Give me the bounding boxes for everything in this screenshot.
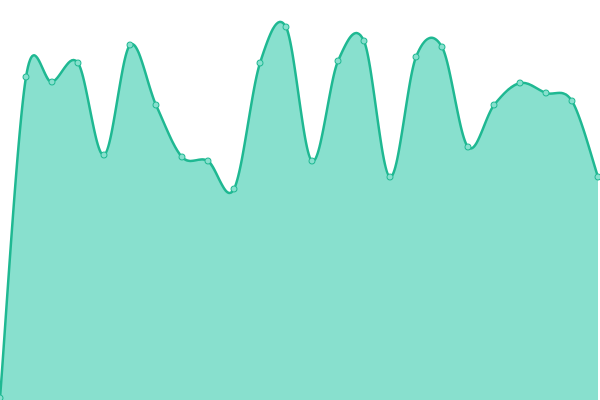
point [334, 57, 342, 65]
point [204, 157, 212, 165]
point [126, 41, 134, 49]
point [490, 101, 498, 109]
point [178, 153, 186, 161]
point [256, 59, 264, 67]
point [516, 79, 524, 87]
point [568, 97, 576, 105]
area [0, 21, 598, 400]
point [464, 143, 472, 151]
point [594, 173, 600, 181]
point [74, 59, 82, 67]
point [22, 73, 30, 81]
point [0, 394, 4, 400]
point [542, 89, 550, 97]
point [230, 185, 238, 193]
point [360, 37, 368, 45]
point [386, 173, 394, 181]
point [100, 151, 108, 159]
point [438, 43, 446, 51]
point [48, 78, 56, 86]
point [152, 101, 160, 109]
point [412, 53, 420, 61]
point [282, 23, 290, 31]
point [308, 157, 316, 165]
line [0, 20, 600, 399]
